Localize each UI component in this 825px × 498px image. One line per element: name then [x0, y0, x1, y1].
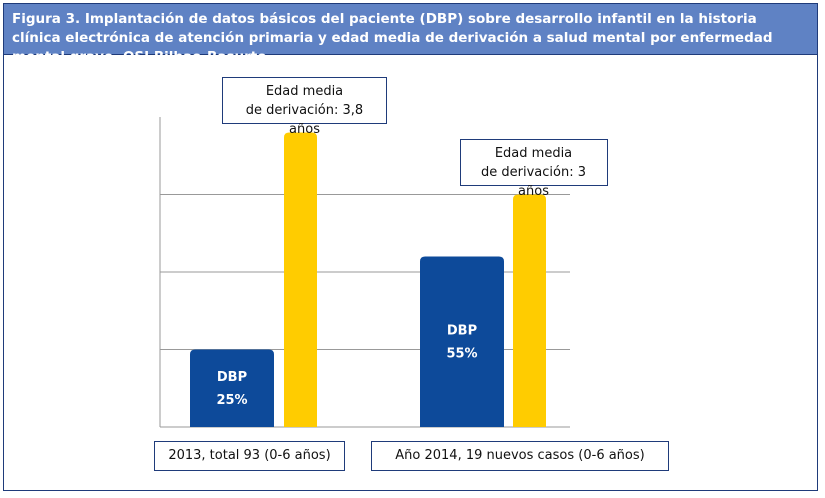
bar — [190, 349, 274, 427]
data-label: Edad media de derivación: 3,8 años — [222, 76, 387, 137]
data-label: 55% — [446, 346, 477, 361]
series-label: DBP — [217, 370, 247, 385]
x-tick-label: 2013, total 93 (0-6 años) — [154, 441, 345, 471]
data-label: 25% — [216, 393, 247, 408]
chart-title: Figura 3. Implantación de datos básicos … — [3, 3, 818, 65]
data-label: Edad media de derivación: 3 años — [459, 138, 608, 199]
x-tick-label: Año 2014, 19 nuevos casos (0-6 años) — [371, 441, 669, 471]
bar — [284, 132, 317, 427]
bar — [420, 256, 504, 427]
series-label: DBP — [447, 323, 477, 338]
bar — [513, 194, 546, 427]
